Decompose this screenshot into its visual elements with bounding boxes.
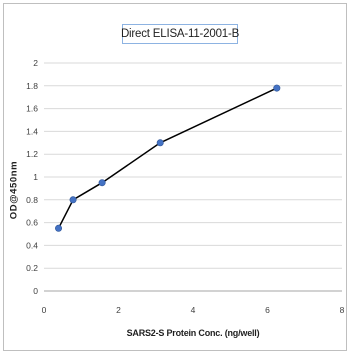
y-tick-label: 1.6: [26, 104, 38, 114]
data-point: [273, 84, 281, 92]
y-tick-label: 2: [33, 58, 38, 68]
chart-title: Direct ELISA-11-2001-B: [121, 24, 239, 44]
data-point: [55, 224, 63, 232]
data-point: [98, 179, 106, 187]
x-tick-label: 4: [191, 305, 196, 315]
y-tick-label: 0.8: [26, 195, 38, 205]
y-tick-label: 0.2: [26, 263, 38, 273]
x-tick-label: 2: [116, 305, 121, 315]
y-tick-label: 1.2: [26, 149, 38, 159]
series-line: [57, 87, 278, 229]
x-tick-label: 8: [340, 305, 345, 315]
data-point: [69, 196, 77, 204]
x-tick-label: 0: [42, 305, 47, 315]
y-tick-label: 0.4: [26, 240, 38, 250]
y-tick-label: 1: [33, 172, 38, 182]
x-axis-label: SARS2-S Protein Conc. (ng/well): [126, 328, 260, 338]
y-tick-label: 0.6: [26, 218, 38, 228]
y-tick-label: 1.8: [26, 81, 38, 91]
y-tick-label: 1.4: [26, 126, 38, 136]
data-point: [156, 139, 164, 147]
y-tick-label: 0: [33, 286, 38, 296]
y-axis-label: OD@450nm: [8, 160, 20, 220]
x-tick-label: 6: [265, 305, 270, 315]
